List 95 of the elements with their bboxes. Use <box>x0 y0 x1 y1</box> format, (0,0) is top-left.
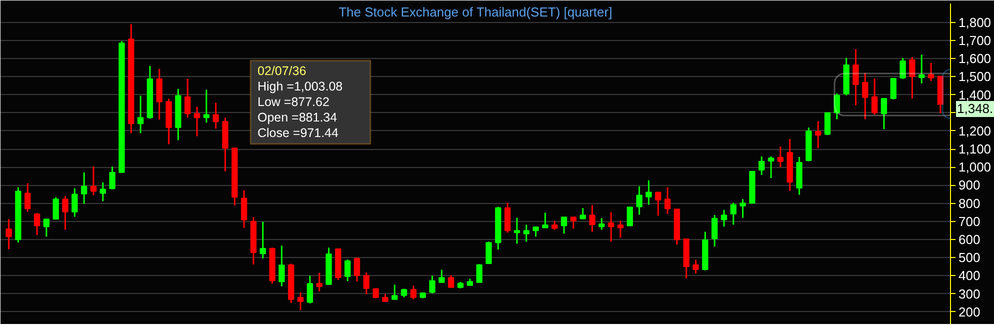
y-tick-label: 1,500 <box>958 69 992 84</box>
candlestick <box>476 263 482 284</box>
candlestick <box>80 172 88 205</box>
candlestick <box>768 156 774 179</box>
y-tick-label: 500 <box>958 250 980 266</box>
candlestick <box>570 216 577 230</box>
candlestick <box>523 224 530 242</box>
candlestick <box>730 202 736 226</box>
candlestick <box>928 62 934 82</box>
candlestick <box>880 98 888 130</box>
candlestick <box>344 258 351 282</box>
candlestick <box>552 220 558 230</box>
candlestick <box>655 192 662 217</box>
candlestick <box>504 202 511 234</box>
candlestick <box>580 207 586 220</box>
candlestick <box>90 166 97 196</box>
candlestick <box>156 68 162 120</box>
candlestick <box>852 48 859 106</box>
candlestick <box>6 218 12 250</box>
y-tick-label: 1,600 <box>958 51 992 66</box>
annotation: Low =877.62 <box>258 95 330 109</box>
candlestick <box>608 211 614 242</box>
candlestick <box>646 180 652 206</box>
candlestick <box>777 146 784 168</box>
candlestick <box>824 112 831 136</box>
candlestick <box>354 256 360 282</box>
candlestick <box>900 57 906 80</box>
y-tick-label: 200 <box>958 304 980 320</box>
candlestick <box>626 206 633 226</box>
candlestick <box>316 272 322 292</box>
candlestick <box>212 102 219 130</box>
y-tick-label: 400 <box>958 268 980 284</box>
candlestick <box>372 288 379 300</box>
y-tick-label: 1,700 <box>958 33 992 48</box>
candlestick <box>514 217 520 244</box>
candlestick <box>184 78 191 118</box>
candlestick <box>240 190 248 228</box>
candlestick <box>711 214 718 248</box>
candlestick <box>532 226 539 238</box>
candlestick <box>52 196 59 220</box>
candlestick <box>542 212 548 228</box>
candlestick <box>34 212 40 236</box>
candlestick <box>560 216 568 234</box>
candlestick <box>62 195 68 230</box>
y-tick-label: 1,800 <box>958 14 992 30</box>
text: 1,348. <box>957 100 994 117</box>
candlestick <box>918 54 925 84</box>
candlestick <box>43 218 50 238</box>
candlestick <box>438 268 445 284</box>
candlestick <box>72 188 78 218</box>
candlestick <box>664 186 671 215</box>
y-tick-label: 700 <box>958 214 980 229</box>
candlestick <box>448 274 454 288</box>
candlestick <box>429 274 436 294</box>
candlestick <box>862 72 868 120</box>
candlestick <box>24 182 31 213</box>
annotation: Close =971.44 <box>258 126 339 140</box>
y-tick-label: 600 <box>958 232 980 248</box>
candlestick <box>203 89 210 124</box>
candlestick <box>137 94 144 134</box>
candlestick <box>740 198 746 219</box>
candlestick <box>410 284 417 300</box>
y-tick-label: 1,000 <box>958 160 992 175</box>
candlestick <box>297 292 304 311</box>
candlestick <box>909 56 916 100</box>
candlestick <box>720 209 728 228</box>
annotation: Open =881.34 <box>258 110 338 124</box>
candlestick <box>815 120 822 149</box>
candlestick <box>636 186 642 216</box>
candlestick <box>260 221 266 260</box>
y-tick-label: 1,200 <box>958 123 992 138</box>
candlestick <box>109 166 116 190</box>
candlestick <box>890 77 896 100</box>
candlestick <box>100 182 106 202</box>
candlestick <box>871 78 878 116</box>
annotation: 02/07/36 <box>258 64 306 78</box>
annotation: High =1,003.08 <box>258 80 343 94</box>
y-tick-label: 900 <box>958 178 980 193</box>
candlestick <box>363 272 370 296</box>
y-tick-label: 1,100 <box>958 142 992 157</box>
candlestick <box>486 240 492 264</box>
candlestick <box>194 106 200 137</box>
y-tick-label: 1,400 <box>958 87 992 102</box>
candlestick <box>598 217 605 230</box>
candlestick <box>692 259 699 274</box>
candlestick <box>617 220 624 238</box>
candlestick <box>278 244 285 288</box>
y-tick-label: 300 <box>958 286 980 302</box>
candlestick <box>589 204 596 232</box>
candlestick <box>392 284 398 300</box>
candlestick <box>306 274 314 304</box>
chart-title: The Stock Exchange of Thailand(SET) [quarter] <box>338 4 612 20</box>
y-tick-label: 800 <box>958 196 980 211</box>
candlestick <box>834 92 840 120</box>
candlestick <box>758 156 765 176</box>
